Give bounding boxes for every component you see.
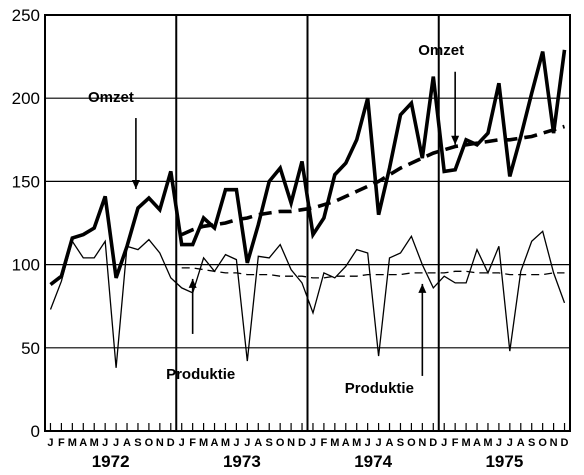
- x-tick-label-month: J: [113, 437, 119, 449]
- y-tick-label: 0: [31, 422, 40, 441]
- x-tick-label-month: J: [365, 437, 371, 449]
- x-tick-label-month: N: [156, 437, 164, 449]
- x-tick-label-month: J: [310, 437, 316, 449]
- annotation-arrow-head: [131, 180, 140, 190]
- x-tick-label-month: O: [538, 437, 547, 449]
- plot-border: [44, 14, 571, 432]
- series-produktie-trend-line: [181, 267, 565, 279]
- x-tick-label-month: A: [386, 437, 394, 449]
- y-tick-label: 200: [12, 89, 40, 108]
- plot-frame: [44, 14, 571, 432]
- x-tick-label-month: S: [397, 437, 404, 449]
- x-tick-label-month: D: [429, 437, 437, 449]
- x-tick-label-month: N: [287, 437, 295, 449]
- x-tick-label-month: J: [233, 437, 239, 449]
- x-tick-label-month: N: [550, 437, 558, 449]
- annotation-arrow-head: [188, 278, 197, 288]
- y-tick-label: 100: [12, 256, 40, 275]
- x-tick-label-month: S: [528, 437, 535, 449]
- x-tick-label-month: A: [211, 437, 219, 449]
- x-tick-label-month: J: [376, 437, 382, 449]
- annotation-arrow-head: [451, 135, 460, 145]
- annotation-label: Omzet: [88, 89, 134, 106]
- x-tick-label-month: A: [517, 437, 525, 449]
- annotation-label: Omzet: [418, 42, 464, 59]
- x-tick-label-month: O: [407, 437, 416, 449]
- x-tick-label-month: M: [352, 437, 361, 449]
- x-tick-label-month: M: [462, 437, 471, 449]
- x-tick-label-month: S: [266, 437, 273, 449]
- x-tick-label-month: M: [483, 437, 492, 449]
- x-tick-label-month: J: [244, 437, 250, 449]
- x-tick-label-month: J: [507, 437, 513, 449]
- y-tick-label: 150: [12, 172, 40, 191]
- x-tick-label-month: D: [298, 437, 306, 449]
- y-tick-label: 250: [12, 6, 40, 25]
- x-tick-label-month: A: [254, 437, 262, 449]
- x-tick-label-month: M: [221, 437, 230, 449]
- annotation-label: Produktie: [166, 366, 235, 383]
- x-tick-label-month: F: [452, 437, 459, 449]
- y-axis: 0 50 100 150 200 250: [12, 6, 40, 441]
- x-tick-label-month: N: [418, 437, 426, 449]
- x-tick-label-month: O: [145, 437, 154, 449]
- x-tick-label-month: J: [47, 437, 53, 449]
- x-tick-label-month: F: [189, 437, 196, 449]
- y-tick-label: 50: [21, 339, 40, 358]
- x-tick-label-month: A: [79, 437, 87, 449]
- x-tick-label-month: A: [473, 437, 481, 449]
- x-tick-label-month: O: [276, 437, 285, 449]
- x-year-label: 1973: [223, 452, 261, 471]
- x-year-label: 1972: [92, 452, 130, 471]
- x-year-label: 1974: [354, 452, 392, 471]
- x-tick-label-month: M: [330, 437, 339, 449]
- annotation-arrow-head: [418, 283, 427, 293]
- annotations: Omzet Omzet Produktie Produktie: [88, 42, 464, 397]
- x-tick-label-month: M: [199, 437, 208, 449]
- x-tick-label-month: J: [441, 437, 447, 449]
- x-tick-label-month: M: [68, 437, 77, 449]
- x-tick-label-month: D: [561, 437, 569, 449]
- x-tick-label-month: A: [123, 437, 131, 449]
- x-tick-label-month: J: [179, 437, 185, 449]
- x-tick-label-month: F: [321, 437, 328, 449]
- series-omzet-trend-line: [180, 124, 566, 237]
- x-tick-label-month: D: [167, 437, 175, 449]
- x-tick-label-month: J: [496, 437, 502, 449]
- x-year-label: 1975: [485, 452, 523, 471]
- x-tick-label-month: A: [342, 437, 350, 449]
- x-tick-label-month: J: [102, 437, 108, 449]
- x-tick-label-month: S: [134, 437, 141, 449]
- x-tick-label-month: M: [90, 437, 99, 449]
- annotation-label: Produktie: [345, 380, 414, 397]
- x-tick-label-month: F: [58, 437, 65, 449]
